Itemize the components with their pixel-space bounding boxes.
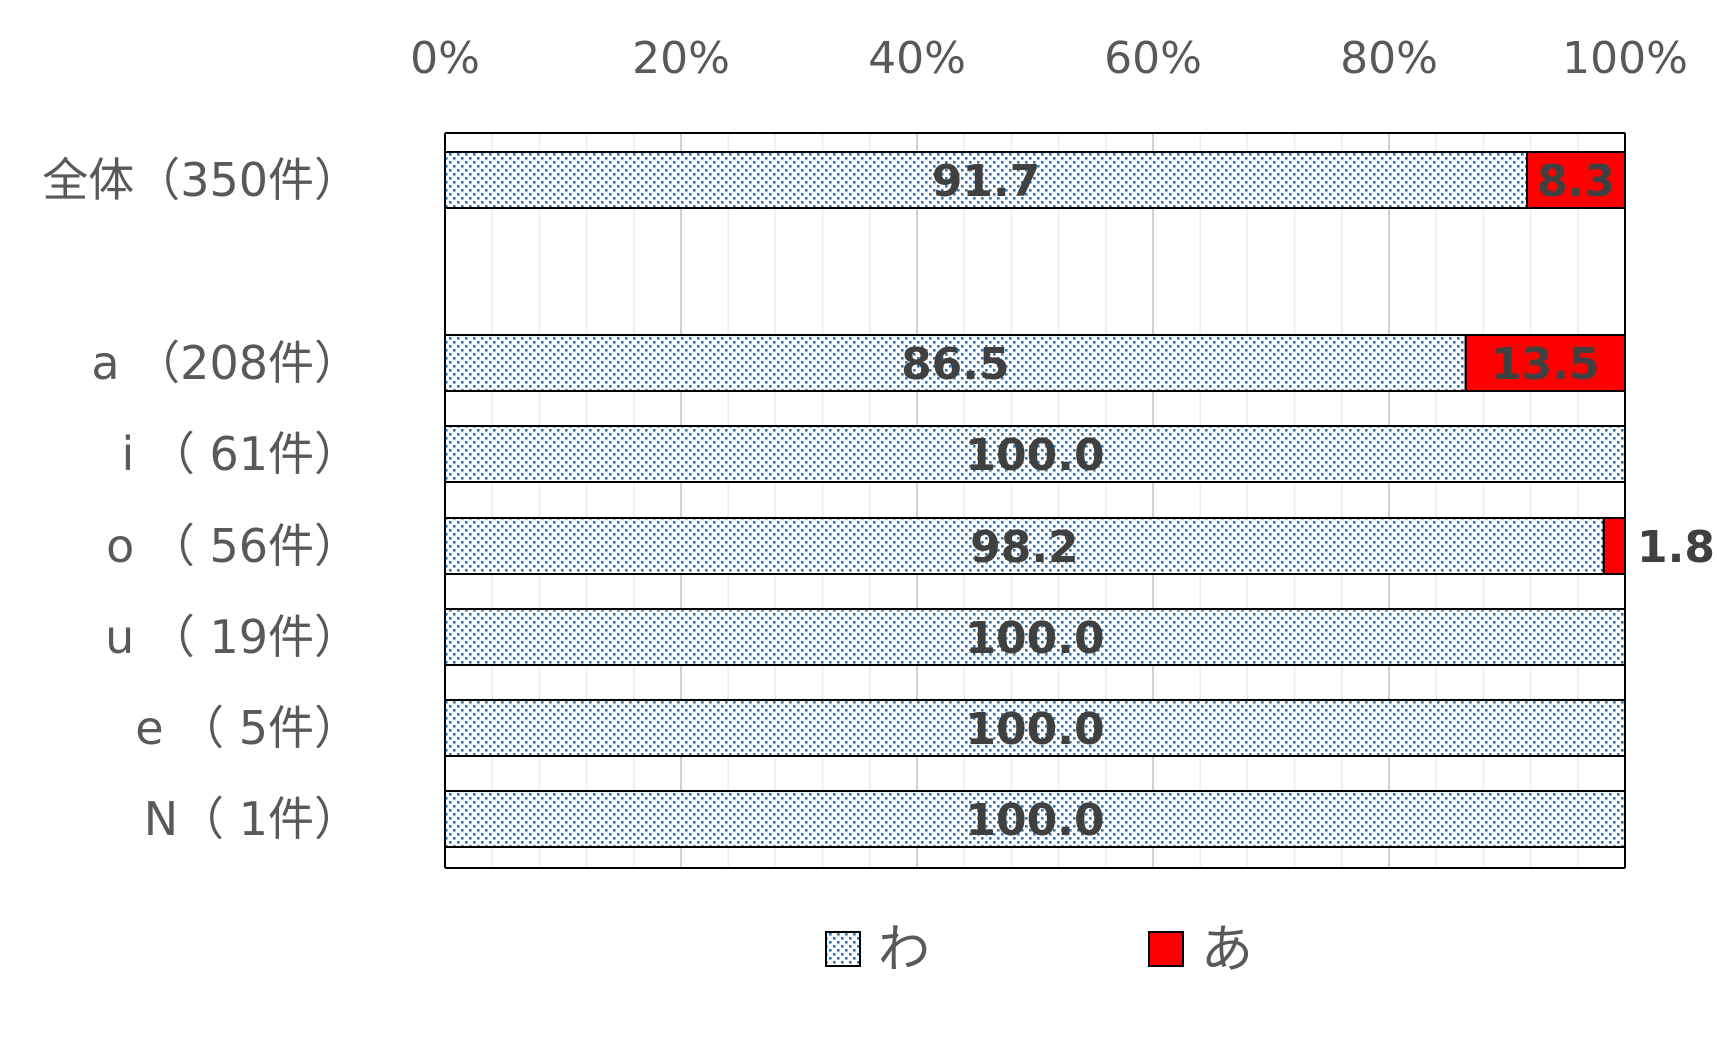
- bar-wa: [444, 699, 1626, 757]
- legend-label-a: あ: [1201, 920, 1253, 980]
- bar-a: [1464, 334, 1626, 392]
- legend-swatch-wa: [825, 931, 861, 967]
- axes: [444, 132, 1626, 869]
- bar-a: [1602, 517, 1627, 575]
- x-tick-label: 100%: [1562, 33, 1688, 84]
- category-label: o （ 56件）: [106, 519, 360, 573]
- category-label: 全体（350件）: [42, 153, 360, 207]
- category-label: i （ 61件）: [121, 427, 360, 481]
- data-labels: 91.7 8.3 86.5 13.5 100.0 98.2 1.8 100.0 100.0 100…: [901, 156, 1715, 846]
- bar-wa: [444, 151, 1529, 209]
- data-label-a: 1.8: [1637, 522, 1715, 573]
- x-tick-label: 80%: [1340, 33, 1438, 84]
- legend-label-wa: わ: [878, 920, 930, 980]
- category-label: N（ 1件）: [144, 792, 360, 846]
- x-tick-label: 60%: [1104, 33, 1202, 84]
- bar-wa: [444, 517, 1605, 575]
- data-label-wa: 86.5: [901, 339, 1010, 390]
- data-label-a: 13.5: [1491, 339, 1600, 390]
- data-label-wa: 98.2: [970, 522, 1079, 573]
- x-axis-ticks: 0% 20% 40% 60% 80% 100%: [410, 33, 1688, 84]
- x-tick-label: 20%: [632, 33, 730, 84]
- x-tick-label: 0%: [410, 33, 480, 84]
- legend: わあ: [825, 920, 1253, 980]
- data-label-wa: 100.0: [965, 430, 1104, 481]
- data-label-wa: 100.0: [965, 795, 1104, 846]
- data-label-a: 8.3: [1537, 156, 1615, 207]
- category-labels: 全体（350件） a （208件） i （ 61件） o （ 56件） u （ 19件）…: [42, 153, 360, 846]
- data-label-wa: 100.0: [965, 704, 1104, 755]
- x-tick-label: 40%: [868, 33, 966, 84]
- data-label-wa: 91.7: [932, 156, 1041, 207]
- bars: [444, 151, 1627, 848]
- grid-lines: [491, 133, 1579, 868]
- category-label: e （ 5件）: [135, 701, 360, 755]
- category-label: a （208件）: [91, 336, 360, 390]
- bar-wa: [444, 334, 1467, 392]
- category-label: u （ 19件）: [105, 610, 360, 664]
- legend-swatch-a: [1148, 931, 1184, 967]
- bar-a: [1526, 151, 1627, 209]
- data-label-wa: 100.0: [965, 613, 1104, 664]
